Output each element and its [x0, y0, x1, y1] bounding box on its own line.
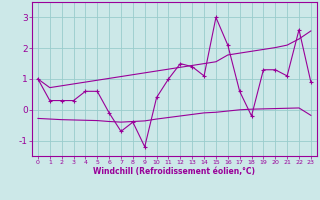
- X-axis label: Windchill (Refroidissement éolien,°C): Windchill (Refroidissement éolien,°C): [93, 167, 255, 176]
